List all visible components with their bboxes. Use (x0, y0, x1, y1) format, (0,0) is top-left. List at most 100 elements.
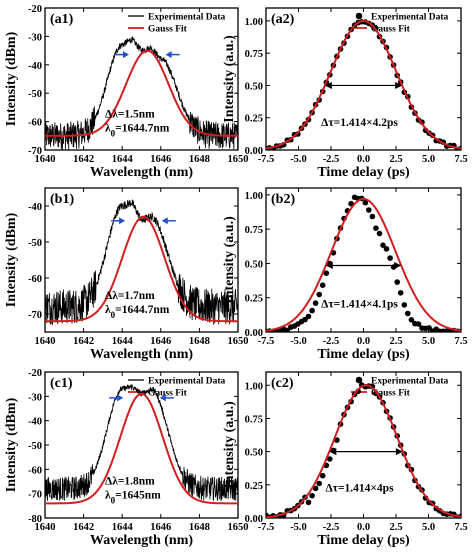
legend-label-experimental: Experimental Data (148, 13, 226, 23)
data-point (327, 456, 333, 462)
data-point (383, 246, 390, 252)
data-point (376, 230, 383, 237)
legend-label-fit: Gauss Fit (371, 25, 411, 35)
y-tick-label: 1.00 (245, 381, 263, 392)
y-tick-label: 0.75 (245, 49, 263, 60)
series-gauss-fit (45, 215, 238, 323)
y-tick-label: -40 (28, 417, 42, 428)
x-axis-label: Wavelength (nm) (90, 165, 193, 180)
y-tick-label: 0.50 (245, 448, 263, 459)
y-tick-label: -70 (28, 310, 42, 321)
annotation-pulse-width: Δτ=1.414×4ps (325, 483, 394, 495)
x-tick-label: 0.0 (357, 522, 370, 533)
y-tick-label: -80 (28, 514, 42, 525)
x-tick-label: 1650 (228, 522, 249, 533)
panel-label: (a1) (50, 12, 74, 27)
data-point (319, 472, 326, 479)
x-tick-label: -5.0 (290, 154, 307, 165)
x-axis-label: Time delay (ps) (317, 533, 410, 548)
legend-label-fit: Gauss Fit (148, 25, 188, 35)
series-experimental (45, 199, 238, 325)
x-tick-label: -7.5 (258, 154, 275, 165)
panel-a1: 1640 1642 1644 1646 1648 1650 -70 -60 -50 -40 -30 -… (4, 4, 249, 180)
y-tick-label: -60 (28, 465, 42, 476)
panel-c1: 1640 1642 1644 1646 1648 1650 -80 -70 -60 -50 -40 -… (4, 368, 249, 548)
x-tick-label: 1648 (189, 336, 210, 347)
x-tick-label: 1640 (35, 154, 56, 165)
x-tick-label: -7.5 (258, 336, 275, 347)
x-tick-label: 1642 (73, 154, 94, 165)
x-tick-label: 1642 (73, 522, 94, 533)
x-tick-label: 2.5 (389, 154, 402, 165)
data-point (369, 213, 376, 220)
x-tick-label: 0.0 (357, 336, 370, 347)
data-point (426, 325, 432, 331)
legend-label-experimental: Experimental Data (148, 377, 226, 387)
data-point (408, 317, 415, 323)
x-axis-label: Wavelength (nm) (90, 533, 193, 548)
y-tick-label: -50 (28, 238, 42, 249)
legend-label-fit: Gauss Fit (148, 389, 188, 399)
y-tick-label: -70 (28, 490, 42, 501)
x-tick-label: 1650 (228, 154, 249, 165)
y-tick-label: 0.00 (245, 514, 263, 525)
y-tick-label: -30 (28, 32, 42, 43)
plot-frame (44, 7, 239, 151)
y-tick-label: 0.25 (245, 114, 263, 125)
x-axis-label: Time delay (ps) (317, 347, 410, 362)
legend-label-experimental: Experimental Data (371, 13, 449, 23)
panel-label: (b2) (271, 192, 295, 207)
y-tick-label: -50 (28, 441, 42, 452)
fwhm-arrowhead-left (324, 81, 332, 89)
legend-label-fit: Gauss Fit (371, 389, 411, 399)
data-point (305, 313, 312, 320)
series-experimental (45, 383, 238, 501)
x-tick-label: 7.5 (454, 522, 467, 533)
fwhm-arrowhead-left (329, 448, 337, 456)
series-gauss-fit (266, 198, 461, 332)
panel-label: (a2) (271, 12, 295, 27)
annotation-center-wavelength: λ0=1644.7nm (105, 122, 170, 138)
y-tick-label: 1.00 (245, 17, 263, 28)
data-point (415, 321, 422, 327)
x-axis-label: Time delay (ps) (317, 165, 410, 180)
y-tick-label: -40 (28, 61, 42, 72)
x-tick-label: 1640 (35, 336, 56, 347)
x-tick-label: -2.5 (323, 336, 340, 347)
y-tick-label: -20 (28, 4, 42, 15)
data-point (312, 300, 319, 306)
data-point (362, 199, 369, 206)
y-axis-label: Intensity (dBm) (4, 397, 19, 492)
x-tick-label: -2.5 (323, 154, 340, 165)
y-tick-label: -20 (28, 368, 42, 379)
data-point (323, 270, 330, 277)
data-point (405, 310, 411, 317)
data-point (373, 225, 379, 231)
series-gauss-fit (266, 19, 461, 150)
fwhm-arrowhead-left (325, 261, 333, 269)
data-point (309, 307, 315, 314)
x-tick-label: 1646 (150, 522, 171, 533)
fwhm-arrowhead-left (119, 217, 126, 225)
legend-marker-experimental (355, 376, 363, 384)
fwhm-arrowhead-right (161, 217, 168, 225)
x-tick-label: 1644 (112, 154, 134, 165)
x-tick-label: 1650 (228, 336, 249, 347)
annotation-pulse-width: Δτ=1.414×4.2ps (321, 117, 398, 129)
x-tick-label: 2.5 (389, 522, 402, 533)
x-tick-label: 1648 (189, 154, 210, 165)
plot-frame (265, 371, 462, 519)
fwhm-arrowhead-right (165, 51, 172, 59)
annotation-bandwidth: Δλ=1.5nm (105, 108, 155, 120)
y-tick-label: 0.75 (245, 414, 263, 425)
x-tick-label: 5.0 (422, 154, 435, 165)
x-tick-label: 5.0 (422, 522, 435, 533)
x-tick-label: -5.0 (290, 522, 307, 533)
series-gauss-fit (45, 49, 238, 137)
y-axis-label: Intensity (a.u.) (222, 401, 237, 489)
x-tick-label: 7.5 (454, 336, 467, 347)
data-point (366, 207, 372, 213)
x-tick-label: 2.5 (389, 336, 402, 347)
fwhm-arrowhead-right (394, 261, 402, 269)
